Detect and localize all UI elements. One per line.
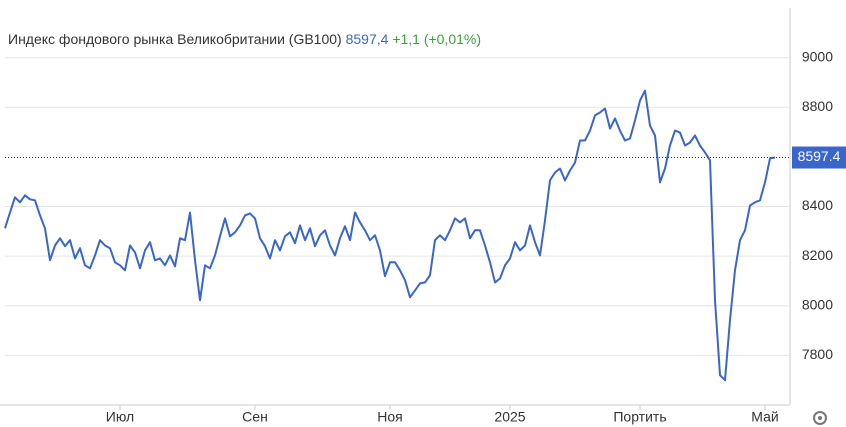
last-value-box [792, 146, 846, 169]
gear-ring [813, 411, 827, 425]
y-tick-label: 8800 [802, 98, 833, 114]
y-tick-label: 8400 [802, 197, 833, 213]
x-tick-label: Портить [613, 409, 666, 425]
price: 8597,4 [346, 31, 389, 47]
y-tick-label: 8200 [802, 247, 833, 263]
x-tick-label: Май [751, 409, 778, 425]
change: +1,1 (+0,01%) [392, 31, 481, 47]
settings-icon[interactable] [813, 411, 827, 425]
chart-title: Индекс фондового рынка Великобритании (G… [8, 31, 342, 47]
x-tick-label: Сен [242, 409, 268, 425]
y-tick-label: 9000 [802, 48, 833, 64]
gear-hub [818, 416, 822, 420]
x-tick-label: Июл [106, 409, 134, 425]
chart-title-line: Индекс фондового рынка Великобритании (G… [8, 31, 481, 47]
price-line [4, 89, 776, 382]
y-tick-label: 8000 [802, 296, 833, 312]
x-tick-label: Ноя [377, 409, 402, 425]
last-value-label: 8597.4 [798, 148, 841, 164]
x-tick-label: 2025 [494, 409, 525, 425]
y-tick-label: 7800 [802, 346, 833, 362]
